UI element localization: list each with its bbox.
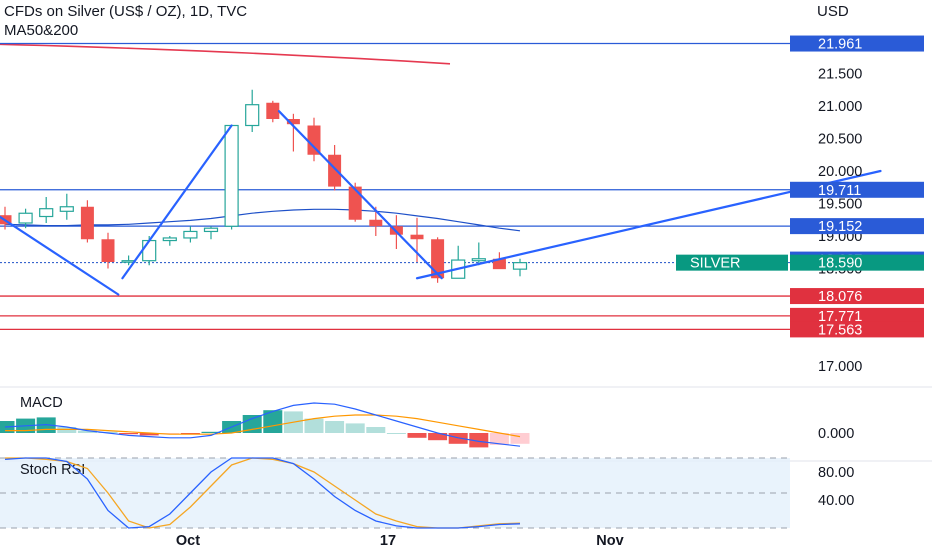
- candle-body: [266, 102, 280, 119]
- candle-body: [59, 206, 74, 212]
- macd-histogram-bar: [407, 433, 427, 438]
- candle: [59, 193, 74, 220]
- blue-level-tag-0-bg: [790, 35, 924, 52]
- blue-level-tag-0-label: 21.961: [818, 37, 862, 53]
- indicator-label[interactable]: MA50&200: [4, 22, 79, 39]
- x-axis-label: Oct: [176, 533, 200, 549]
- candle-body: [162, 237, 177, 242]
- candle-body: [80, 206, 94, 240]
- candle: [101, 232, 115, 269]
- candle-body: [101, 239, 115, 262]
- price-tick-label: 21.000: [818, 99, 862, 115]
- price-tick-label: 17.000: [818, 359, 862, 375]
- candle-body: [224, 124, 239, 227]
- red-level-tag-1-label: 17.771: [818, 309, 862, 325]
- candle-body: [492, 258, 506, 270]
- price-tick-label: 21.500: [818, 67, 862, 83]
- chart-title: CFDs on Silver (US$ / OZ), 1D, TVC: [4, 3, 248, 20]
- macd-histogram-bar: [77, 430, 97, 433]
- last-price-tag-label: 18.590: [818, 256, 862, 272]
- candle: [307, 117, 321, 162]
- candle: [451, 245, 466, 279]
- candle-body: [328, 154, 342, 187]
- x-axis-label: 17: [380, 533, 396, 549]
- macd-histogram-bar: [345, 423, 365, 433]
- macd-histogram-bar: [139, 433, 159, 436]
- currency-label[interactable]: USD: [817, 3, 849, 20]
- macd-histogram-bar: [489, 433, 509, 445]
- macd-signal-line: [5, 414, 521, 438]
- symbol-badge-label: SILVER: [690, 256, 741, 272]
- x-axis-label: Nov: [596, 533, 623, 549]
- candle: [245, 89, 260, 132]
- macd-tick-label: 0.000: [818, 426, 854, 442]
- macd-histogram-bar: [469, 433, 489, 448]
- candle: [512, 258, 528, 277]
- trend-line-1: [121, 124, 233, 280]
- candle-body: [203, 227, 219, 233]
- candle-body: [410, 234, 424, 240]
- candle: [80, 200, 94, 243]
- candle: [431, 237, 445, 283]
- macd-histogram-bar: [263, 410, 283, 433]
- blue-level-tag-2-label: 19.152: [818, 219, 862, 235]
- stoch-k-line: [4, 457, 521, 529]
- candle: [286, 113, 300, 152]
- candle: [471, 242, 486, 266]
- blue-level-tag-1-bg: [790, 181, 924, 198]
- candle: [266, 100, 280, 123]
- candle-body: [286, 119, 300, 125]
- macd-histogram-bar: [428, 433, 448, 441]
- candle-body: [512, 262, 528, 270]
- candle-body: [183, 230, 198, 239]
- trend-line-0: [0, 215, 120, 296]
- macd-title: MACD: [20, 395, 63, 411]
- symbol-badge-bg: [676, 254, 788, 271]
- stoch-title: Stoch RSI: [20, 462, 85, 478]
- macd-histogram-bar: [201, 431, 221, 433]
- stoch-tick-label: 40.00: [818, 493, 854, 509]
- macd-histogram-bar: [304, 418, 324, 433]
- macd-histogram-bar: [510, 433, 530, 444]
- candle-body: [471, 258, 486, 262]
- candle-body: [39, 208, 54, 218]
- candle-body: [245, 104, 260, 127]
- candle-body: [369, 219, 383, 227]
- candle-body: [142, 239, 157, 262]
- macd-histogram-bar: [386, 433, 406, 434]
- red-level-tag-0-label: 18.076: [818, 289, 862, 305]
- candle: [410, 217, 424, 262]
- red-level-tag-1-bg: [790, 307, 924, 324]
- macd-line: [4, 402, 521, 447]
- candle: [203, 226, 219, 240]
- candle: [39, 197, 54, 223]
- candle: [224, 124, 239, 230]
- macd-histogram-bar: [119, 433, 139, 435]
- red-level-tag-2-label: 17.563: [818, 322, 862, 338]
- ma200-line: [0, 43, 451, 65]
- macd-histogram-bar: [366, 427, 386, 433]
- blue-level-tag-2-bg: [790, 218, 924, 235]
- red-level-tag-0-bg: [790, 288, 924, 305]
- candle: [492, 252, 506, 270]
- candle-body: [18, 212, 33, 224]
- candle-body: [431, 239, 445, 279]
- candle-body: [307, 125, 321, 155]
- candle-body: [348, 186, 362, 220]
- candle: [183, 226, 198, 243]
- red-level-tag-2-bg: [790, 321, 924, 338]
- candle: [18, 208, 33, 229]
- stoch-band: [0, 458, 790, 528]
- macd-histogram-bar: [325, 421, 345, 433]
- last-price-tag-bg: [790, 254, 924, 271]
- stoch-tick-label: 80.00: [818, 465, 854, 481]
- blue-level-tag-1-label: 19.711: [818, 183, 861, 199]
- price-tick-label: 20.500: [818, 132, 862, 148]
- candle: [162, 236, 177, 246]
- trend-line-2: [277, 110, 443, 280]
- price-tick-label: 19.500: [818, 197, 862, 213]
- price-tick-label: 20.000: [818, 164, 862, 180]
